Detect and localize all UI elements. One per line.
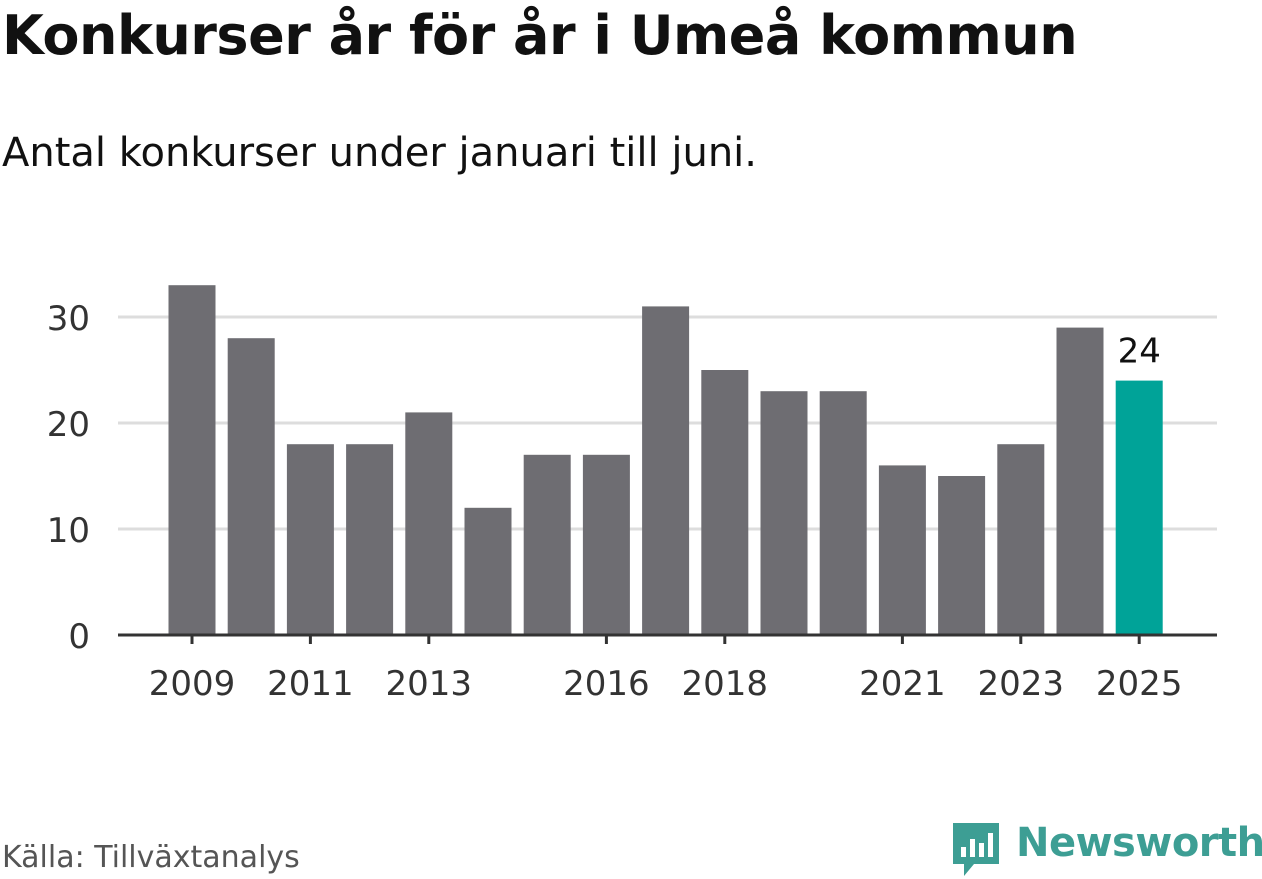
newsworthy-logo[interactable]: Newsworthy bbox=[950, 820, 1262, 878]
bar-2020[interactable] bbox=[819, 391, 867, 635]
source-note: Källa: Tillväxtanalys bbox=[2, 840, 300, 875]
bar-2021[interactable] bbox=[878, 465, 926, 635]
chart-subtitle: Antal konkurser under januari till juni. bbox=[2, 130, 757, 176]
y-tick-label: 20 bbox=[47, 405, 90, 445]
bar-2014[interactable] bbox=[464, 507, 512, 635]
y-tick-label: 0 bbox=[68, 617, 90, 657]
bar-2011[interactable] bbox=[286, 444, 334, 635]
x-tick-label: 2016 bbox=[563, 664, 650, 704]
logo-text: Newsworthy bbox=[1016, 820, 1262, 866]
x-tick-label: 2011 bbox=[267, 664, 354, 704]
bar-chart: 0 10 20 30 2009 2011 2013 2016 2018 2021 2023 2025… bbox=[47, 285, 1217, 704]
bar-2025[interactable] bbox=[1115, 380, 1163, 635]
y-tick-label: 30 bbox=[47, 299, 90, 339]
chart-title: Konkurser år för år i Umeå kommun bbox=[2, 4, 1078, 67]
x-tick-label: 2018 bbox=[682, 664, 769, 704]
x-tick-label: 2021 bbox=[859, 664, 946, 704]
bar-2015[interactable] bbox=[523, 454, 571, 635]
x-tick-label: 2009 bbox=[149, 664, 236, 704]
bars bbox=[168, 285, 1163, 635]
x-tick-label: 2013 bbox=[386, 664, 473, 704]
bar-2022[interactable] bbox=[938, 476, 986, 635]
y-axis-labels: 0 10 20 30 bbox=[47, 299, 90, 657]
bar-2010[interactable] bbox=[227, 338, 275, 635]
bar-chart-speech-bubble-icon bbox=[953, 823, 999, 876]
x-axis-labels: 2009 2011 2013 2016 2018 2021 2023 2025 bbox=[149, 635, 1183, 704]
bar-2019[interactable] bbox=[760, 391, 808, 635]
bar-2024[interactable] bbox=[1056, 327, 1104, 635]
x-tick-label: 2025 bbox=[1096, 664, 1183, 704]
bar-2013[interactable] bbox=[405, 412, 453, 635]
bar-2023[interactable] bbox=[997, 444, 1045, 635]
annotations: 24 bbox=[1118, 332, 1161, 372]
data-label-highlight: 24 bbox=[1118, 332, 1161, 372]
y-tick-label: 10 bbox=[47, 511, 90, 551]
bar-2018[interactable] bbox=[701, 370, 749, 635]
bar-2016[interactable] bbox=[582, 454, 630, 635]
bar-2012[interactable] bbox=[346, 444, 394, 635]
bar-2017[interactable] bbox=[642, 306, 690, 635]
x-tick-label: 2023 bbox=[978, 664, 1065, 704]
bar-2009[interactable] bbox=[168, 285, 216, 635]
